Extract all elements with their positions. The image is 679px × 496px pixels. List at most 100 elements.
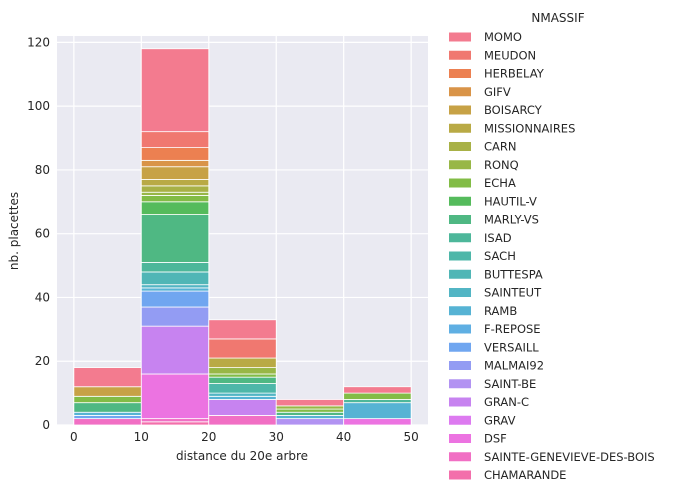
x-tick-label: 50 [403, 430, 418, 444]
bar-segment [140, 261, 210, 273]
legend: NMASSIF MOMO MEUDON HERBELAY GIFV BOISARCY MI… [449, 11, 655, 482]
x-tick-label: 20 [201, 430, 216, 444]
y-tick-label: 20 [35, 354, 50, 368]
bar-segment [73, 411, 142, 416]
y-axis-label: nb. placettes [7, 192, 21, 270]
legend-title: NMASSIF [531, 11, 584, 25]
bar-segment [140, 306, 210, 327]
bar-segment [140, 214, 210, 263]
bar-segment [140, 290, 210, 308]
bar-segment [73, 386, 142, 397]
legend-label: DSF [484, 432, 507, 446]
legend-swatch [449, 160, 471, 170]
legend-label: MISSIONNAIRES [484, 121, 575, 135]
x-tick-label: 0 [70, 430, 78, 444]
legend-swatch [449, 452, 471, 462]
legend-label: F-REPOSE [484, 322, 541, 336]
bar-segment [140, 159, 210, 168]
legend-label: MALMAI92 [484, 359, 544, 373]
legend-label: RONQ [484, 158, 519, 172]
legend-label: BUTTESPA [484, 267, 543, 281]
bar-segment [208, 357, 277, 369]
legend-label: HAUTIL-V [484, 194, 537, 208]
bar-segment [208, 319, 277, 340]
y-tick-label: 100 [27, 99, 50, 113]
legend-label: VERSAILL [484, 340, 539, 354]
legend-label: RAMB [484, 304, 517, 318]
legend-label: SACH [484, 249, 516, 263]
legend-swatch [449, 342, 471, 352]
bar-segment [140, 271, 210, 286]
y-tick-label: 60 [35, 227, 50, 241]
legend-swatch [449, 50, 471, 60]
y-tick-label: 40 [35, 290, 50, 304]
legend-swatch [449, 306, 471, 316]
legend-swatch [449, 105, 471, 115]
legend-label: MEUDON [484, 48, 536, 62]
bar-segment [208, 376, 277, 384]
bar-segment [140, 166, 210, 180]
bar-segment [140, 191, 210, 196]
x-tick-label: 40 [336, 430, 351, 444]
legend-swatch [449, 178, 471, 188]
legend-swatch [449, 361, 471, 370]
legend-swatch [449, 196, 471, 206]
legend-label: GIFV [484, 85, 511, 99]
legend-swatch [449, 379, 471, 389]
bar-segment [343, 386, 412, 394]
bar-segment [208, 338, 277, 359]
x-tick-labels: 0 10 20 30 40 50 [70, 430, 419, 444]
legend-swatch [449, 470, 471, 480]
bar-segment [140, 325, 210, 375]
legend-label: GRAV [484, 413, 516, 427]
x-tick-label: 30 [269, 430, 284, 444]
bar-segment [275, 408, 345, 413]
bar-segment [140, 287, 210, 292]
bar-segment [208, 367, 277, 375]
bar-segment [275, 405, 345, 410]
legend-swatch [449, 32, 471, 42]
legend-label: SAINTE-GENEVIEVE-DES-BOIS [484, 450, 655, 464]
legend-label: HERBELAY [484, 67, 545, 81]
bar-segment [275, 411, 345, 416]
bar-segment [140, 147, 210, 161]
bar-segment [140, 179, 210, 187]
bar-segment [208, 383, 277, 394]
bar-segment [208, 373, 277, 378]
legend-swatch [449, 233, 471, 243]
legend-label: ECHA [484, 176, 516, 190]
legend-swatch [449, 397, 471, 407]
legend-swatch [449, 69, 471, 78]
legend-label: MOMO [484, 30, 522, 44]
bar-segment [208, 415, 277, 426]
legend-label: GRAN-C [484, 395, 529, 409]
legend-swatch [449, 324, 471, 334]
bar-segment [140, 373, 210, 420]
legend-label: BOISARCY [484, 103, 543, 117]
legend-swatch [449, 251, 471, 261]
y-tick-label: 0 [42, 418, 50, 432]
bar-segment [140, 195, 210, 203]
bar-segment [73, 395, 142, 404]
legend-label: ISAD [484, 231, 512, 245]
bar-segment [343, 418, 412, 426]
y-tick-label: 80 [35, 163, 50, 177]
bar-segment [140, 201, 210, 215]
bar-segment [343, 399, 412, 404]
bar-segment [275, 415, 345, 420]
bar-segment [208, 395, 277, 400]
bar-segment [140, 131, 210, 148]
bar-segment [343, 392, 412, 400]
bar-segment [140, 48, 210, 133]
legend-swatch [449, 87, 471, 97]
y-tick-labels: 0 20 40 60 80 100 120 [27, 35, 50, 432]
x-tick-label: 10 [134, 430, 149, 444]
legend-swatch [449, 123, 471, 133]
legend-swatch [449, 434, 471, 443]
legend-swatch [449, 215, 471, 224]
x-axis-label: distance du 20e arbre [176, 449, 308, 463]
bar-segment [140, 185, 210, 193]
legend-label: CHAMARANDE [484, 468, 566, 482]
legend-swatch [449, 142, 471, 151]
